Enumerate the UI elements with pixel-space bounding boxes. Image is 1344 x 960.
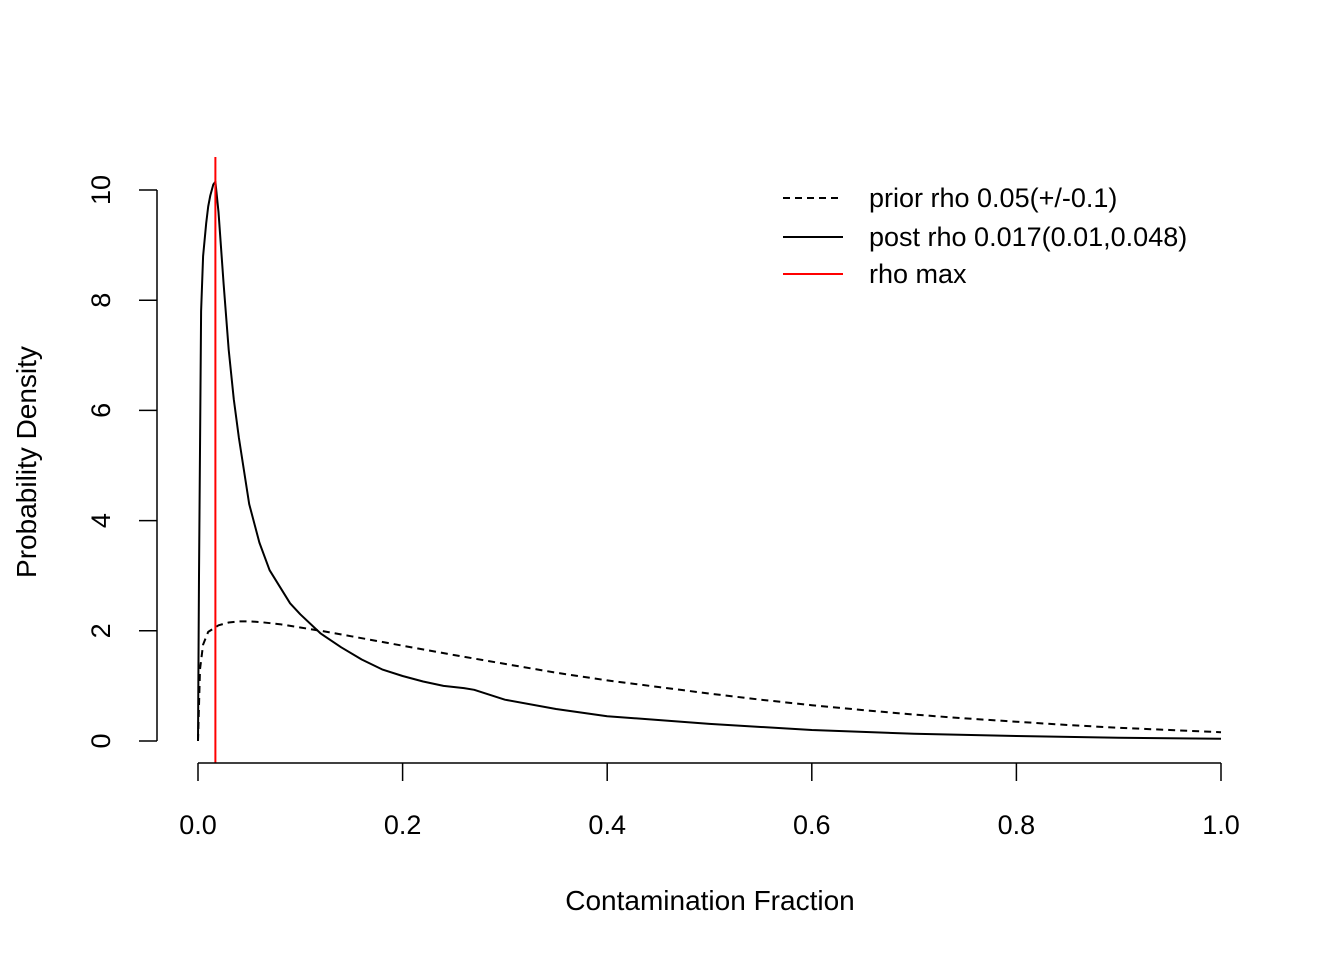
x-axis-title: Contamination Fraction [565,885,854,916]
x-tick-label: 0.6 [793,810,831,840]
y-tick-label: 6 [86,403,116,418]
x-axis: 0.0 0.2 0.4 0.6 0.8 1.0 [179,762,1240,840]
y-axis: 0 2 4 6 8 10 [86,175,158,749]
y-tick-label: 0 [86,733,116,748]
x-tick-label: 0.8 [998,810,1036,840]
prior-density-line [197,620,1222,742]
x-tick-label: 0.4 [588,810,626,840]
x-tick-label: 1.0 [1202,810,1240,840]
posterior-density-line [197,180,1222,742]
y-tick-label: 2 [86,623,116,638]
y-tick-label: 4 [86,513,116,528]
y-tick-label: 8 [86,293,116,308]
legend-label: rho max [869,259,967,289]
legend-label: prior rho 0.05(+/-0.1) [869,183,1117,213]
x-tick-label: 0.2 [384,810,422,840]
legend-label: post rho 0.017(0.01,0.048) [869,222,1187,252]
y-tick-label: 10 [86,175,116,205]
legend: prior rho 0.05(+/-0.1) post rho 0.017(0.0… [783,183,1187,289]
y-axis-title: Probability Density [11,346,42,578]
x-tick-label: 0.0 [179,810,217,840]
plot-lines [197,157,1222,763]
